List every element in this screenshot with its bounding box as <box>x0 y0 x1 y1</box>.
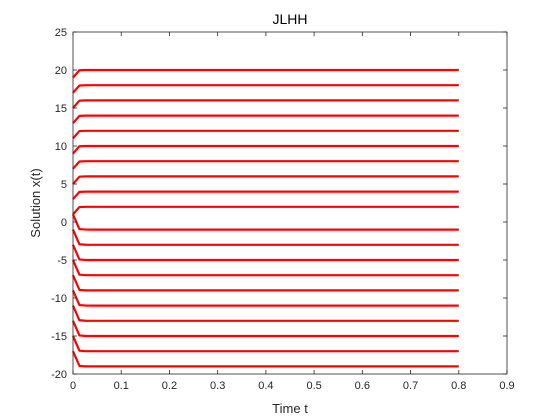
y-tick-label: -10 <box>51 293 67 305</box>
x-tick-label: 0.7 <box>403 380 418 392</box>
x-tick-label: 0.1 <box>114 380 129 392</box>
series-line-7 <box>72 160 459 170</box>
y-tick-label: -15 <box>51 331 67 343</box>
x-tick-label: 0 <box>70 380 76 392</box>
x-tick-label: 0.2 <box>162 380 177 392</box>
series-line-2 <box>72 84 459 94</box>
series-line-14 <box>71 259 459 277</box>
y-tick-label: -5 <box>57 255 67 267</box>
series-line-16 <box>71 289 459 307</box>
x-tick-label: 0.5 <box>306 380 321 392</box>
series-line-6 <box>72 144 459 155</box>
y-axis-title: Solution x(t) <box>28 168 43 237</box>
series-line-18 <box>71 320 459 338</box>
y-tick-label: 10 <box>55 141 67 153</box>
series-line-17 <box>71 305 459 322</box>
series-line-19 <box>71 335 459 353</box>
series-line-12 <box>71 229 459 246</box>
series-line-4 <box>72 114 459 124</box>
series-line-5 <box>72 129 459 140</box>
series-line-15 <box>71 274 459 292</box>
series-line-9 <box>72 190 459 200</box>
series-line-20 <box>71 350 459 368</box>
y-tick-label: 0 <box>61 217 67 229</box>
y-tick-label: 25 <box>55 27 67 39</box>
series-line-3 <box>72 99 459 109</box>
series-line-13 <box>71 244 459 262</box>
series-line-11 <box>71 213 459 231</box>
plot-area <box>73 32 507 374</box>
axes-box <box>72 31 508 375</box>
series-line-8 <box>72 175 459 185</box>
y-tick-label: 20 <box>55 65 67 77</box>
y-tick-label: -20 <box>51 369 67 381</box>
x-tick-label: 0.8 <box>451 380 466 392</box>
x-tick-label: 0.3 <box>210 380 225 392</box>
y-tick-label: 15 <box>55 103 67 115</box>
series-line-1 <box>72 68 459 79</box>
y-tick-label: 5 <box>61 179 67 191</box>
x-tick-label: 0.9 <box>499 380 514 392</box>
series-line-10 <box>72 205 459 216</box>
tick-layer: 0 0.1 0.2 0.3 0.4 0.5 0.6 0.7 0.8 0.9 -20 -15 -10 -5 0… <box>51 27 515 392</box>
x-tick-label: 0.4 <box>258 380 273 392</box>
x-tick-label: 0.6 <box>355 380 370 392</box>
series-layer <box>71 68 459 368</box>
chart-title: JLHH <box>272 11 307 27</box>
x-axis-title: Time t <box>272 401 308 416</box>
